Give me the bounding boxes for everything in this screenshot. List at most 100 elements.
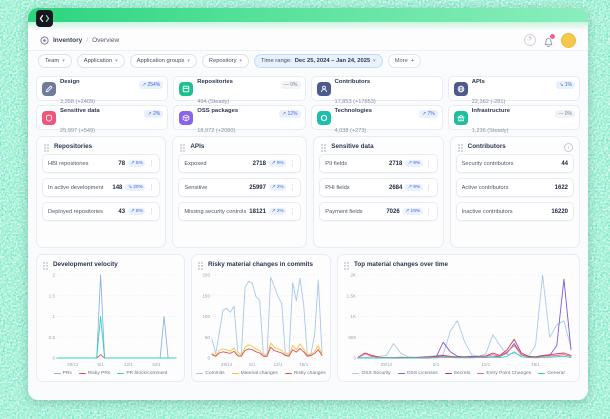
notifications-button[interactable] <box>543 32 556 47</box>
kebab-menu-icon[interactable]: ⋮ <box>425 161 432 167</box>
metric-card-design[interactable]: Design 3,358 (+2409) ↗ 254% <box>36 76 169 105</box>
stat-value: 43 <box>118 208 126 215</box>
legend-item[interactable]: OSS Licenses <box>397 371 438 376</box>
metric-card-apis[interactable]: APIs 22,362 (-281) ↘ 1% <box>447 76 580 105</box>
filter-repository[interactable]: Repository ▾ <box>201 54 250 68</box>
metric-card-infrastructure[interactable]: Infrastructure 1,236 (Steady) — 0% <box>447 105 580 134</box>
metric-card-repositories[interactable]: Repositories 494 (Steady) — 0% <box>173 76 306 105</box>
breadcrumb-section[interactable]: Inventory <box>53 36 83 44</box>
legend-item[interactable]: Secrets <box>444 371 470 376</box>
legend-item[interactable]: Risky changes <box>284 371 326 376</box>
legend-marker <box>477 372 485 375</box>
svg-text:500: 500 <box>348 335 356 340</box>
kebab-menu-icon[interactable]: ⋮ <box>148 185 155 191</box>
legend-item[interactable]: Commits <box>196 371 225 376</box>
chart-legend: PRs Risky PRs PR block/comment <box>41 368 180 379</box>
line-chart: 0 500 1K 1.5K 2K 29/12 5/1 12/1 19/1 <box>342 272 575 368</box>
breadcrumb-divider: / <box>86 36 89 44</box>
trend-badge: ↗ 2% <box>268 184 287 191</box>
stat-value: 148 <box>112 184 123 191</box>
kebab-menu-icon[interactable]: ⋮ <box>289 161 296 167</box>
legend-item[interactable]: OSS Security <box>352 371 391 376</box>
metric-card-contributors[interactable]: Contributors 17,853 (+17853) <box>310 76 443 105</box>
kebab-menu-icon[interactable]: ⋮ <box>425 185 432 191</box>
chevron-down-icon: ▾ <box>239 58 243 64</box>
filter-application[interactable]: Application ▾ <box>76 54 125 68</box>
kebab-menu-icon[interactable]: ⋮ <box>148 209 155 215</box>
stat-row[interactable]: Payment fields 7026 ↗ 19% ⋮ <box>319 202 438 221</box>
drag-handle-icon[interactable] <box>198 261 200 264</box>
metric-title: Repositories <box>197 78 233 85</box>
drag-handle-icon[interactable] <box>43 261 45 264</box>
trend-badge: ↗ 12% <box>278 110 301 118</box>
charts-row: Development velocity 0 0.5 1 1.5 2 29/12 5/1 12… <box>36 254 580 382</box>
info-icon[interactable]: i <box>564 143 573 152</box>
stat-row[interactable]: HBI repositories 78 ↗ 5% ⋮ <box>42 154 161 173</box>
plus-icon: + <box>410 58 415 64</box>
trend-badge: ↘ 1% <box>556 81 575 89</box>
filter-application-groups[interactable]: Application groups ▾ <box>129 54 197 68</box>
filter-more-button[interactable]: More + <box>387 54 422 68</box>
trend-badge: ↗ 7% <box>418 110 438 118</box>
legend-item[interactable]: Material changes <box>231 371 278 376</box>
legend-item[interactable]: PR block/comment <box>117 371 167 376</box>
kebab-menu-icon[interactable]: ⋮ <box>289 209 296 215</box>
stat-row[interactable]: Deployed repositories 43 ↗ 8% ⋮ <box>42 202 161 221</box>
diamond-logo-icon <box>39 14 50 23</box>
legend-marker <box>78 372 86 375</box>
svg-text:1K: 1K <box>350 314 357 319</box>
stat-row[interactable]: Sensitive 25997 ↗ 2% ⋮ <box>178 178 302 197</box>
trend-badge: ↗ 254% <box>138 81 164 89</box>
legend-marker <box>284 372 292 375</box>
metric-card-technologies[interactable]: Technologies 4,038 (+273) ↗ 7% <box>310 105 443 134</box>
legend-label: OSS Licenses <box>406 371 438 376</box>
panel-sensitive-data: Sensitive data PII fields 2718 ↗ 9% ⋮ PH… <box>313 136 444 248</box>
stat-row[interactable]: Active contributors 1622 <box>455 178 574 197</box>
svg-text:0: 0 <box>207 356 210 361</box>
stat-row[interactable]: PHI fields 2684 ↗ 9% ⋮ <box>319 178 438 197</box>
stat-row[interactable]: Inactive contributors 16220 <box>455 202 574 221</box>
stat-row[interactable]: Security contributors 44 <box>455 154 574 173</box>
svg-text:5/1: 5/1 <box>249 362 256 367</box>
legend-label: Material changes <box>240 371 278 376</box>
stat-value: 18121 <box>249 208 266 215</box>
legend-item[interactable]: Entry Point Changes <box>477 371 531 376</box>
drag-handle-icon[interactable] <box>180 143 183 146</box>
user-avatar[interactable] <box>561 32 576 48</box>
legend-item[interactable]: PRs <box>53 371 72 376</box>
stat-label: Exposed <box>184 160 207 167</box>
chart-title: Top material changes over time <box>354 261 449 268</box>
breadcrumb-page[interactable]: Overview <box>92 36 120 44</box>
metric-card-oss-packages[interactable]: OSS packages 18,972 (+2080) ↗ 12% <box>173 105 306 134</box>
legend-item[interactable]: General <box>538 371 565 376</box>
trend-badge: ↗ 2% <box>144 110 164 118</box>
legend-item[interactable]: Risky PRs <box>78 371 110 376</box>
svg-text:12/1: 12/1 <box>481 362 490 367</box>
stat-row[interactable]: PII fields 2718 ↗ 9% ⋮ <box>319 154 438 173</box>
drag-handle-icon[interactable] <box>457 143 460 146</box>
chart-legend: Commits Material changes Risky changes <box>196 368 326 379</box>
legend-label: OSS Security <box>361 371 391 376</box>
stat-row[interactable]: In active development 148 ↘ 20% ⋮ <box>42 178 161 197</box>
panel-contributors: Contributors i Security contributors 44 … <box>449 136 580 248</box>
drag-handle-icon[interactable] <box>321 143 324 146</box>
legend-label: PR block/comment <box>126 371 168 376</box>
trend-badge: ↗ 5% <box>128 160 146 167</box>
filter-team[interactable]: Team ▾ <box>38 54 72 68</box>
metric-card-sensitive-data[interactable]: Sensitive data 25,997 (+549) ↗ 2% <box>36 105 169 134</box>
legend-marker <box>117 372 125 375</box>
svg-text:19/1: 19/1 <box>531 362 540 367</box>
stat-label: Deployed repositories <box>48 208 104 215</box>
kebab-menu-icon[interactable]: ⋮ <box>425 209 432 215</box>
kebab-menu-icon[interactable]: ⋮ <box>289 185 296 191</box>
filter-time-range[interactable]: Time range: Dec 25, 2024 – Jan 24, 2025 ▾ <box>254 54 383 68</box>
help-icon[interactable]: ? <box>524 34 536 46</box>
svg-text:29/12: 29/12 <box>67 362 79 367</box>
kebab-menu-icon[interactable]: ⋮ <box>148 161 155 167</box>
drag-handle-icon[interactable] <box>44 143 46 146</box>
stat-row[interactable]: Missing security controls 18121 ↗ 2% ⋮ <box>178 202 302 221</box>
stat-row[interactable]: Exposed 2718 ↗ 9% ⋮ <box>178 154 302 173</box>
svg-text:12/1: 12/1 <box>124 362 133 367</box>
drag-handle-icon[interactable] <box>344 261 346 264</box>
metric-cards-grid: Design 3,358 (+2409) ↗ 254% Repositories… <box>36 76 580 134</box>
